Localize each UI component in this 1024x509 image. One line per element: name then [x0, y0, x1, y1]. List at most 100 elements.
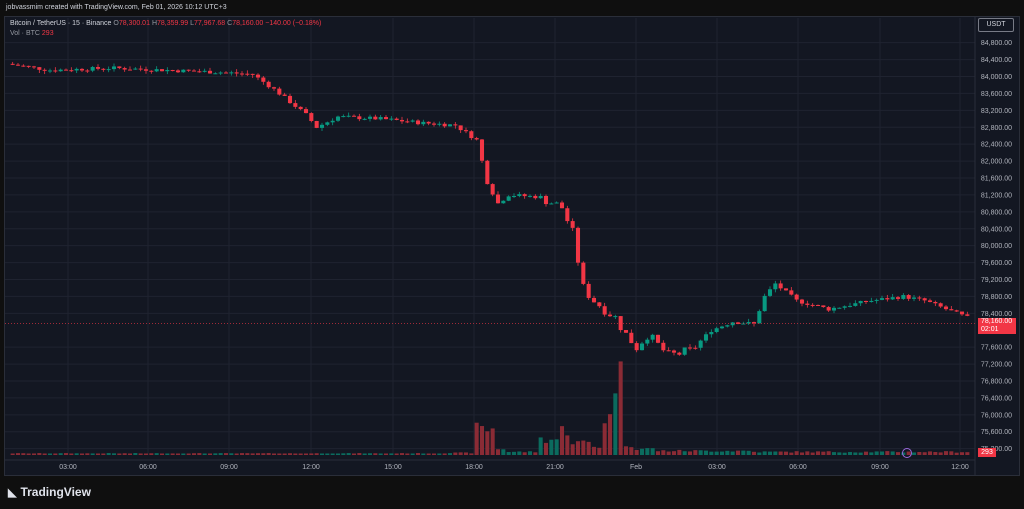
volume-bar [127, 453, 133, 455]
volume-bar [15, 453, 21, 455]
candle-body [26, 65, 31, 67]
volume-bar [10, 453, 15, 455]
volume-bar [698, 450, 703, 455]
candle-body [725, 325, 730, 327]
volume-bar [778, 451, 783, 455]
volume-bar [538, 437, 543, 455]
candle-body [773, 283, 778, 290]
candle-body [794, 294, 799, 300]
candle-body [410, 120, 415, 122]
candle-body [709, 331, 714, 335]
candle-body [453, 124, 458, 126]
candle-body [303, 109, 309, 114]
candle-body [506, 196, 511, 201]
candle-body [522, 194, 527, 197]
volume-bar [21, 453, 26, 455]
volume-bar [330, 453, 335, 455]
price-axis-label: 80,400.00 [981, 226, 1012, 233]
volume-bar [463, 452, 469, 455]
candle-body [959, 311, 965, 315]
candle-body [111, 66, 117, 70]
candle-body [245, 73, 250, 75]
volume-bar [250, 453, 255, 455]
volume-bar [271, 453, 277, 455]
symbol-name[interactable]: Bitcoin / TetherUS · 15 · Binance [10, 20, 112, 27]
candle-body [805, 303, 810, 305]
candle-body [917, 297, 922, 299]
candle-body [181, 69, 186, 73]
volume-bar [655, 451, 661, 455]
candle-body [399, 119, 405, 122]
candle-body [85, 70, 90, 72]
candle-body [389, 118, 394, 120]
candle-body [330, 120, 335, 123]
volume-bar [821, 451, 826, 455]
volume-bar [58, 453, 63, 455]
volume-bar [282, 453, 287, 455]
price-axis-label: 84,800.00 [981, 40, 1012, 47]
volume-bar [53, 453, 58, 455]
candle-body [74, 68, 79, 71]
open-value: 78,300.01 [118, 20, 150, 27]
brand-name: TradingView [20, 485, 91, 499]
candle-body [623, 330, 629, 333]
candle-body [378, 117, 383, 120]
candle-body [298, 106, 303, 110]
volume-bar [442, 453, 447, 455]
candle-body [431, 123, 437, 125]
price-axis-label: 81,200.00 [981, 192, 1012, 199]
volume-bar [229, 453, 234, 455]
volume-bar [730, 451, 735, 455]
currency-button[interactable]: USDT [978, 18, 1014, 32]
volume-bar [47, 453, 53, 455]
volume-bar [863, 451, 869, 455]
candle-body [421, 121, 426, 125]
candle-body [223, 72, 229, 74]
volume-bar [213, 453, 218, 455]
volume-bar [165, 453, 170, 455]
candle-body [133, 68, 138, 70]
volume-bar [911, 452, 917, 455]
volume-bar [309, 453, 314, 455]
volume-bar [26, 453, 31, 455]
candle-body [927, 300, 933, 302]
price-axis-label: 78,800.00 [981, 294, 1012, 301]
volume-bar [287, 453, 293, 455]
candle-body [655, 334, 661, 343]
candle-body [239, 73, 245, 75]
candle-body [218, 72, 223, 74]
candle-body [602, 306, 607, 315]
candle-body [746, 322, 751, 324]
volume-tag: 293 [978, 448, 996, 457]
volume-label[interactable]: Vol · BTC [10, 30, 40, 37]
candle-body [922, 298, 927, 301]
candle-body [842, 306, 847, 308]
volume-bar [399, 453, 405, 455]
candle-body [650, 334, 655, 340]
candle-body [901, 295, 906, 299]
candle-body [287, 95, 293, 104]
candle-body [15, 64, 21, 66]
candle-body [757, 311, 762, 324]
candle-body [826, 307, 831, 311]
candle-body [543, 195, 549, 205]
volume-bar [815, 451, 821, 455]
volume-bar [85, 453, 90, 455]
candle-body [255, 74, 261, 78]
volume-bar [111, 453, 117, 455]
candle-body [666, 350, 671, 352]
time-axis-label: Feb [630, 464, 642, 471]
candle-body [559, 202, 565, 209]
candle-body [95, 67, 101, 69]
volume-bar [623, 446, 629, 455]
candle-body [831, 307, 837, 311]
volume-bar [266, 453, 271, 455]
candle-body [815, 304, 821, 306]
volume-bar [735, 450, 741, 455]
candle-body [426, 121, 431, 124]
tradingview-brand[interactable]: ◣ TradingView [8, 485, 91, 499]
volume-bar [362, 453, 367, 455]
volume-bar [159, 453, 165, 455]
volume-bar [719, 451, 725, 455]
